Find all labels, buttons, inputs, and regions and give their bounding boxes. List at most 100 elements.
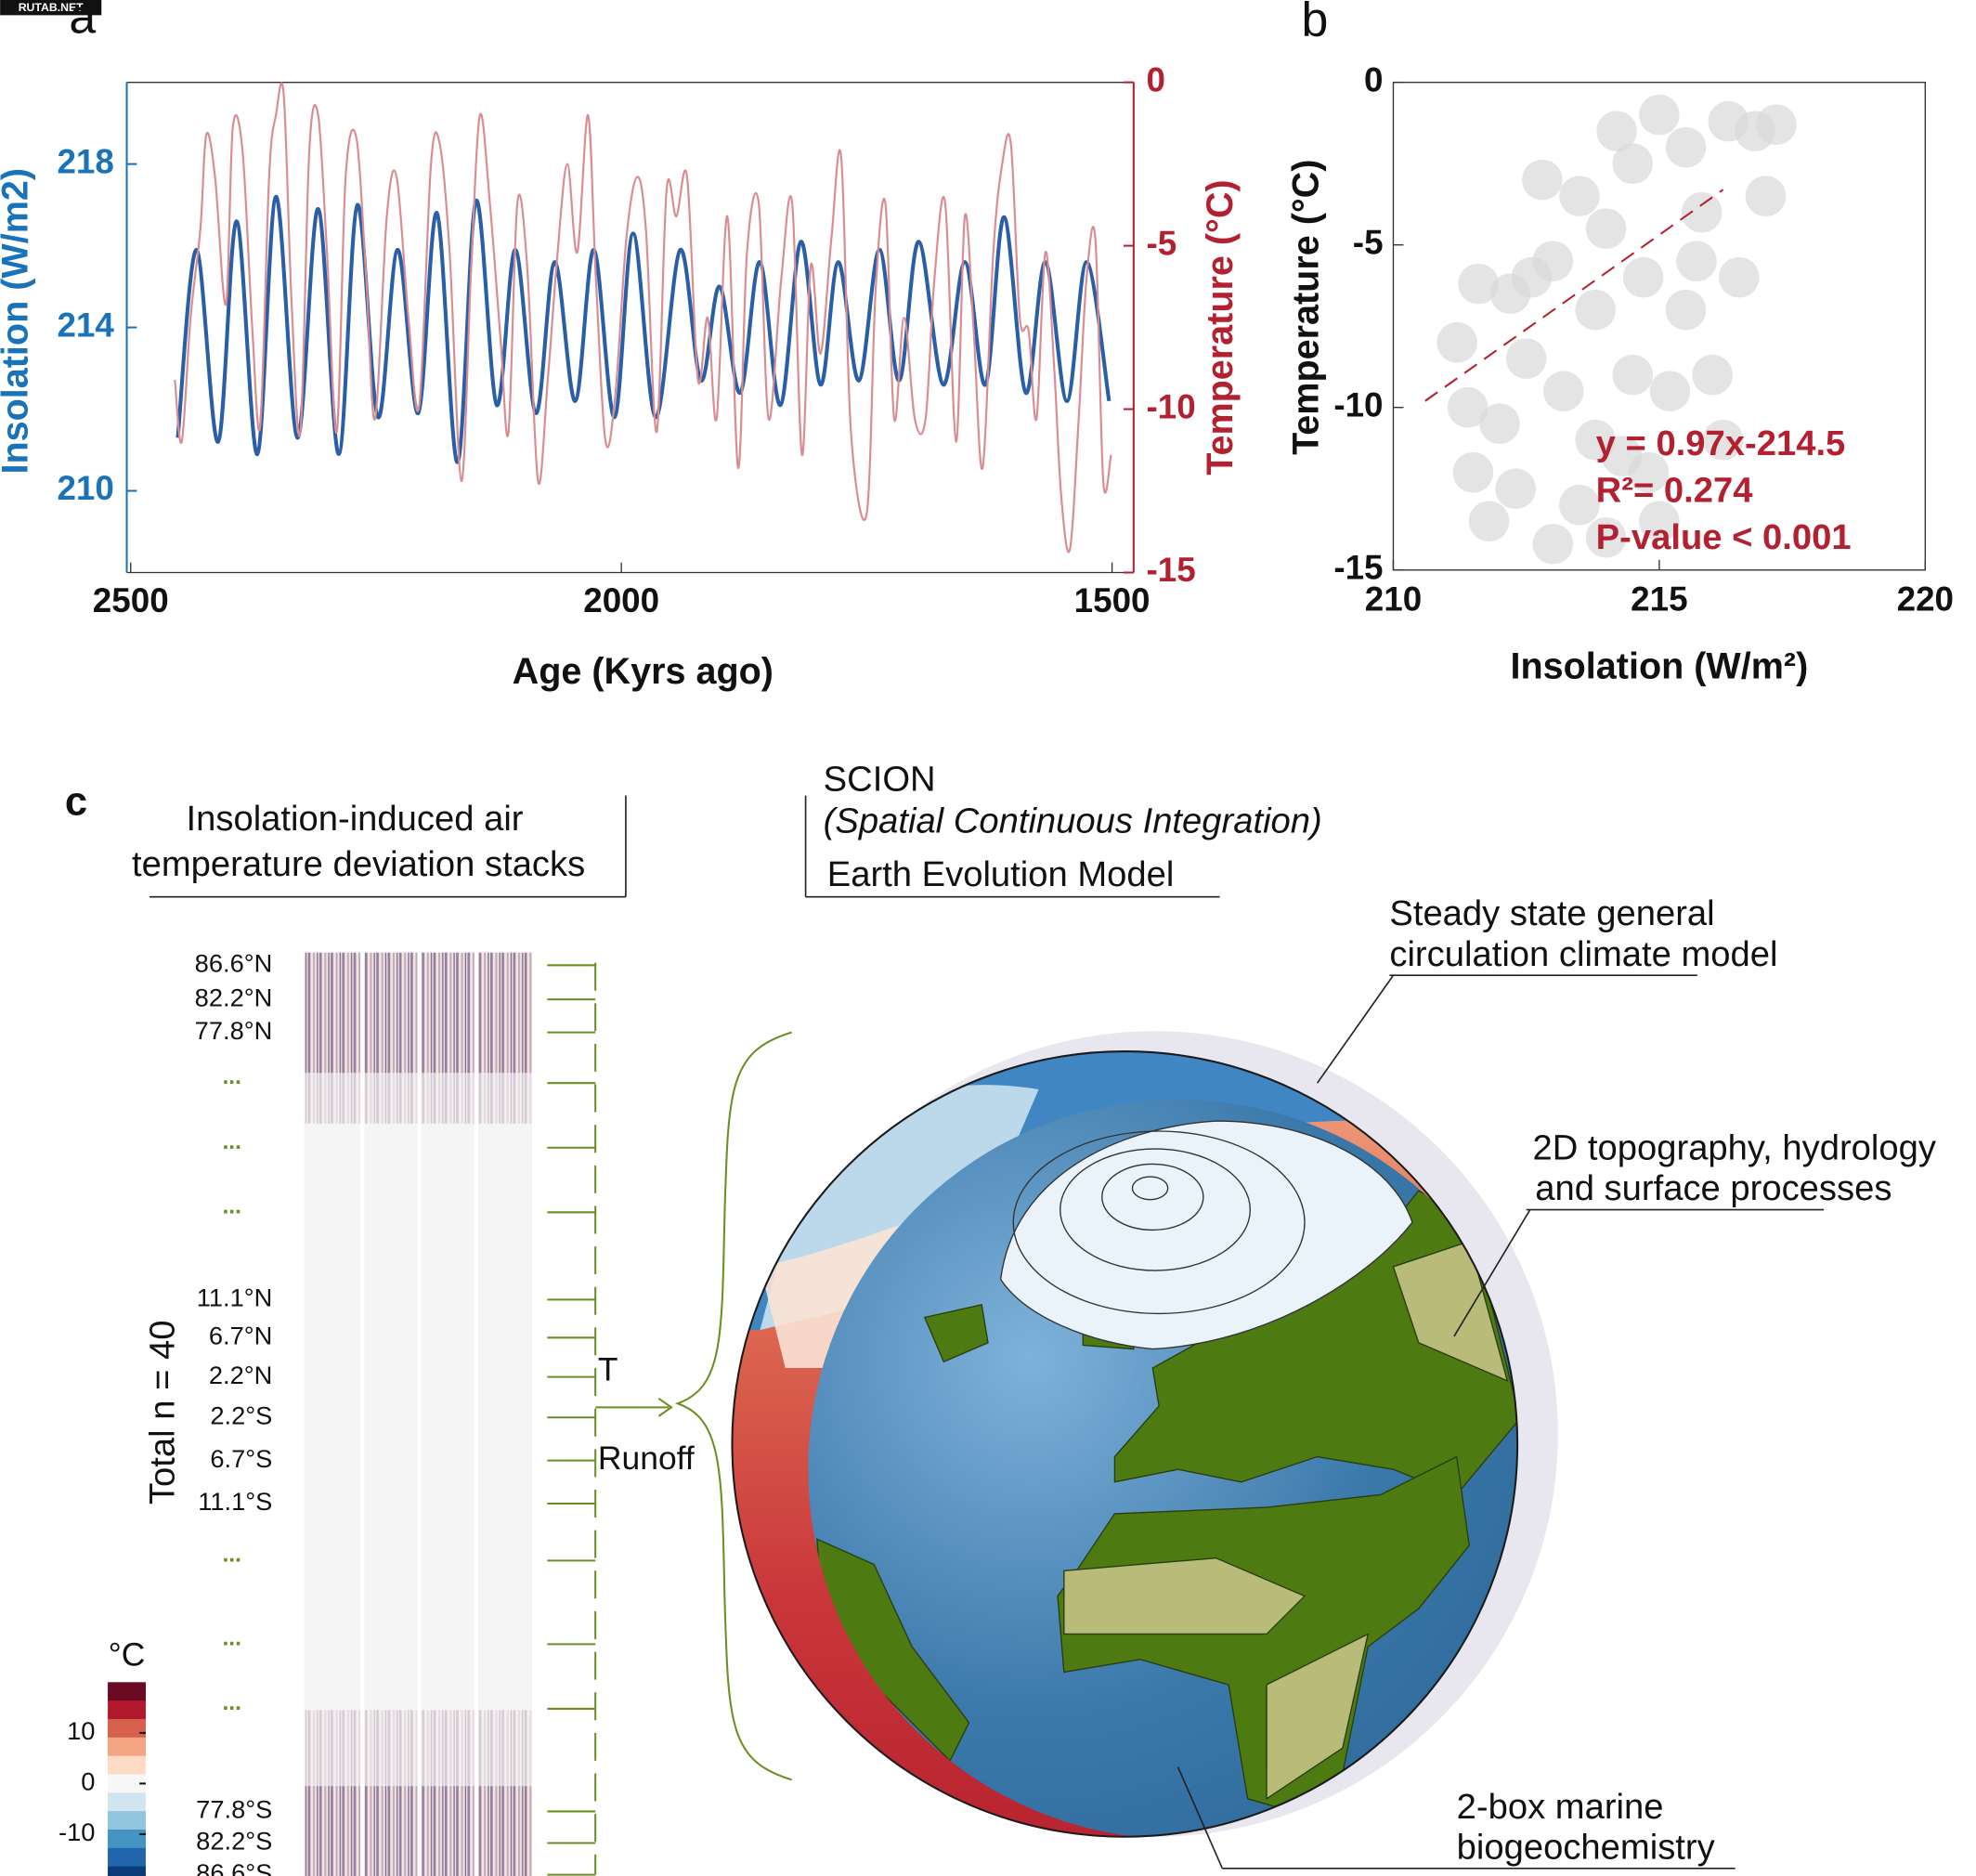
component-label: biogeochemistry [1457,1827,1716,1867]
latitude-label: 82.2°N [195,983,273,1011]
y-tick-label: 218 [57,142,113,180]
component-label: and surface processes [1535,1168,1892,1208]
scatter-point [1756,104,1797,145]
x-tick-label: 1500 [1074,581,1150,619]
watermark: RUTAB.NET [19,1,84,14]
component-label: 2D topography, hydrology [1532,1128,1936,1168]
stack-title: Insolation-induced air [187,799,524,839]
scatter-point [1532,241,1574,282]
scatter-point [1532,523,1574,565]
latitude-label: ... [222,1625,240,1650]
latitude-label: 6.7°S [210,1444,272,1473]
scatter-point [1692,354,1733,396]
colorbar-band [108,1700,146,1720]
y-tick-label: -5 [1353,223,1384,261]
colorbar-tick-label: -10 [58,1817,95,1846]
colorbar-label: °C [109,1635,146,1673]
y2-axis-label: Temperature (°C) [1200,179,1241,475]
y-tick-label: -15 [1333,548,1383,586]
colorbar-band [108,1866,146,1876]
scatter-point [1612,354,1654,396]
y2-tick-label: -5 [1146,224,1176,262]
scatter-point [1559,176,1600,217]
land-dry [1063,1557,1306,1635]
latitude-label: ... [222,1129,240,1154]
leader [1453,1209,1531,1337]
land [923,1304,989,1363]
scatter-point [1649,371,1691,412]
x-tick-label: 2500 [93,581,169,619]
panel-label: b [1301,0,1328,46]
y-axis-label: Insolation (W/m2) [0,168,36,475]
scatter-point [1676,241,1717,282]
colorbar-band [108,1847,146,1868]
colorbar-tick-label: 10 [67,1716,95,1745]
scatter-point [1718,256,1760,298]
colorbar-band [108,1811,146,1830]
globe-polar-cap [999,1120,1413,1350]
latitude-label: ... [222,1064,240,1089]
colorbar-tick-label: 0 [81,1767,95,1796]
scatter-point [1665,289,1707,331]
input-label: T [598,1351,618,1388]
colorbar-band [108,1755,146,1776]
colorbar-band [108,1718,146,1739]
cap-ring [1060,1148,1252,1271]
scatter-point [1639,94,1680,136]
scatter-point [1745,176,1787,217]
scatter-point [1452,451,1494,493]
scatter-point [1436,321,1478,363]
latitude-label: 6.7°N [209,1322,273,1350]
panel-c-layout [150,795,1825,1876]
scatter-point [1628,451,1670,493]
latitude-label: 77.8°S [196,1795,272,1824]
leader [1176,1766,1224,1869]
cap-ring [1012,1130,1306,1315]
component-label: Steady state general [1389,893,1714,933]
y2-tick-label: 0 [1146,60,1164,98]
y2-tick-label: -10 [1146,387,1195,425]
stack-title: temperature deviation stacks [132,844,585,884]
watermark-box [0,0,102,16]
scatter-point [1542,371,1584,412]
latitude-label: 82.2°S [196,1827,272,1856]
component-label: 2-box marine [1457,1787,1664,1827]
scatter-point [1702,419,1744,461]
colorbar-band [108,1774,146,1794]
latitude-label: 2.2°S [210,1400,272,1429]
latitude-label: 86.6°S [196,1858,272,1876]
scatter-point [1665,126,1707,168]
component-label: circulation climate model [1389,934,1777,974]
colorbar-band [108,1682,146,1701]
input-label: Runoff [598,1440,695,1477]
latitude-label: 11.1°S [198,1487,272,1516]
scatter-point [1622,256,1664,298]
scatter-point [1575,419,1616,461]
latitude-label: 86.6°N [195,949,273,978]
latitude-label: ... [222,1542,240,1567]
series-line [174,82,1112,554]
y-axis-label: Temperature (°C) [1286,160,1327,455]
cap-ring [1101,1163,1204,1231]
x-tick-label: 2000 [583,581,659,619]
colorbar-band [108,1737,146,1757]
panel-label: a [69,0,96,44]
latitude-label: ... [222,1690,240,1715]
colorbar-band [108,1792,146,1812]
scatter-point [1495,468,1537,510]
colorbar-band [108,1830,146,1849]
scatter-point [1585,208,1627,250]
y2-tick-label: -15 [1146,551,1195,589]
latitude-label: 77.8°N [195,1016,273,1045]
y-tick-label: 0 [1364,60,1383,98]
annotation: y = 0.97x-214.5 [1596,423,1846,463]
x-axis-label: Age (Kyrs ago) [513,651,774,692]
scatter-point [1575,289,1616,331]
scatter-point [1522,159,1563,201]
scatter-point [1612,143,1654,184]
latitude-label: ... [222,1193,240,1218]
x-tick-label: 220 [1897,580,1954,619]
scatter-point [1596,111,1637,151]
